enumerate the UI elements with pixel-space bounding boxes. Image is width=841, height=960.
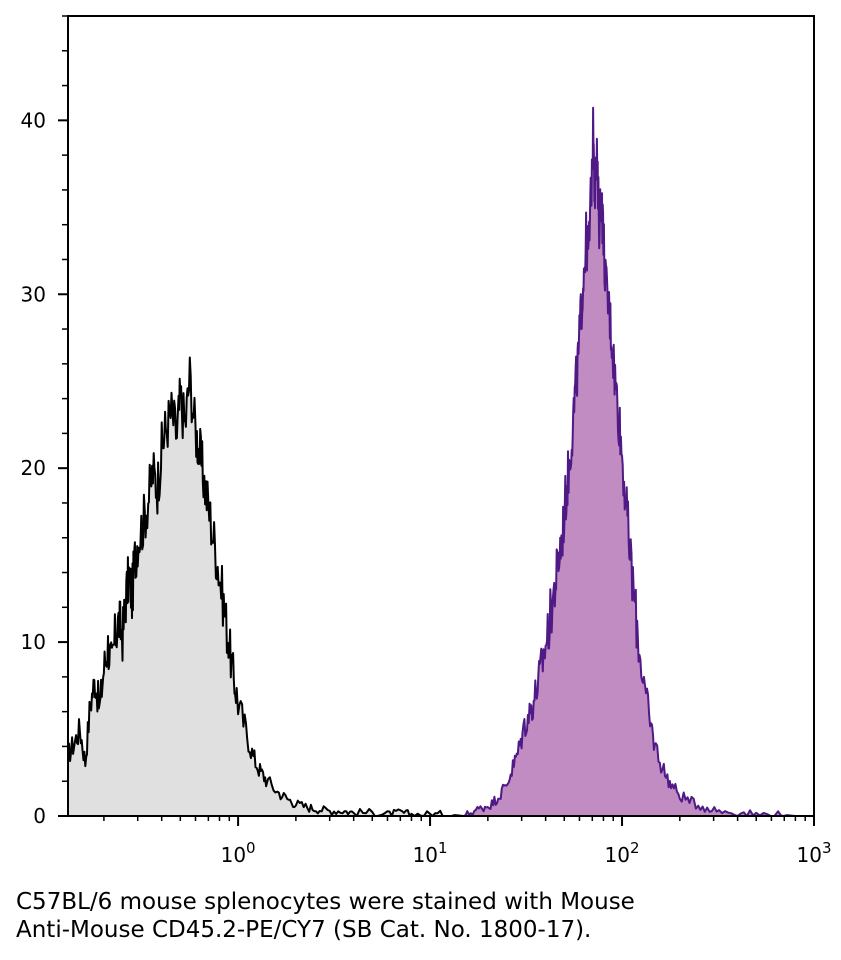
x-tick-label: 100 (221, 839, 256, 867)
histogram-chart: 100 101 102 103 0 10 20 30 40 (21, 15, 832, 867)
series-layer (67, 106, 796, 817)
plot-frame (67, 15, 815, 817)
x-tick-label: 101 (413, 839, 448, 867)
series-1-line (67, 356, 464, 817)
caption-line-2: Anti-Mouse CD45.2-PE/CY7 (SB Cat. No. 18… (16, 917, 592, 943)
y-tick-label: 40 (21, 108, 46, 132)
series-2-area (238, 107, 796, 817)
series-2-line (238, 106, 796, 817)
series-1-area (68, 357, 464, 816)
x-tick-label: 102 (605, 839, 640, 867)
figure-caption: C57BL/6 mouse splenocytes were stained w… (16, 888, 836, 944)
axis-layer: 100 101 102 103 0 10 20 30 40 (21, 15, 832, 867)
caption-line-1: C57BL/6 mouse splenocytes were stained w… (16, 889, 635, 915)
x-tick-label: 103 (797, 839, 832, 867)
y-tick-label: 30 (21, 282, 46, 306)
y-tick-label: 0 (33, 804, 46, 828)
y-tick-label: 20 (21, 456, 46, 480)
y-tick-label: 10 (21, 630, 46, 654)
